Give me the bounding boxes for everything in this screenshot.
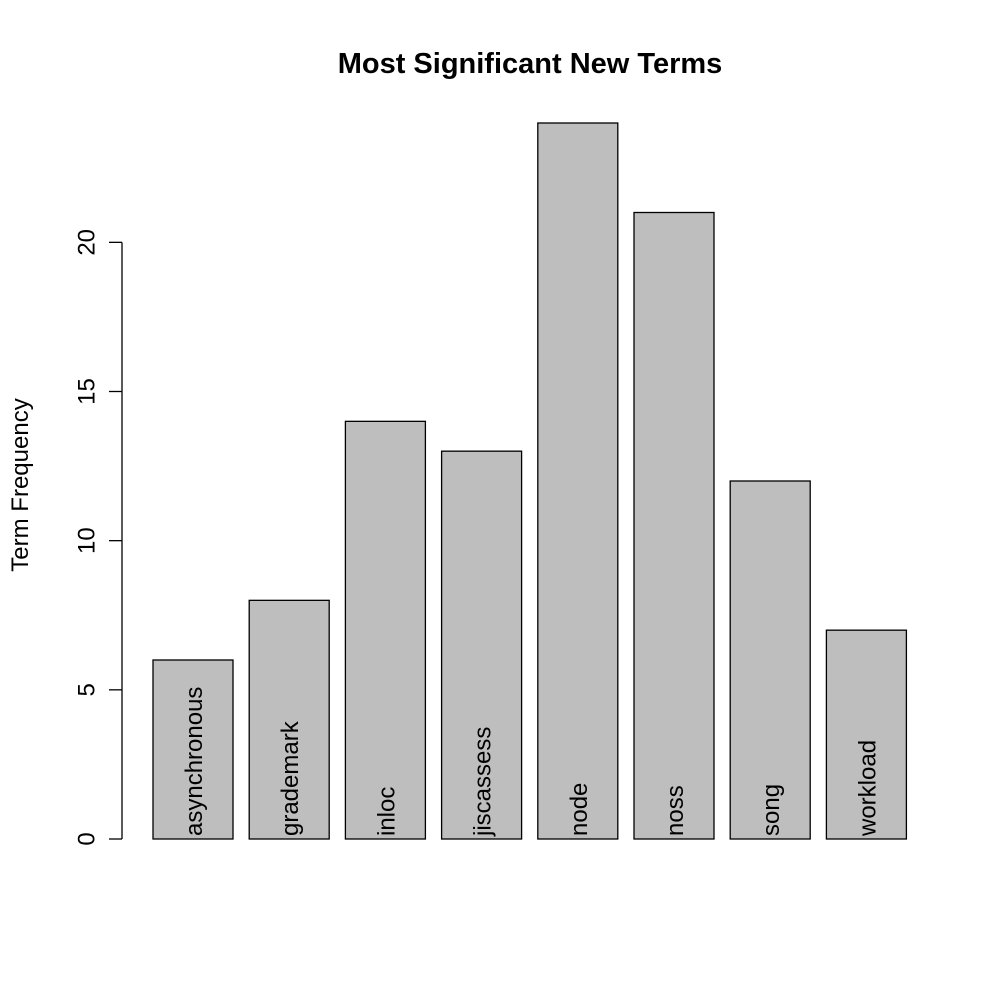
category-labels-group: asynchronous grademark inloc jiscassess node… <box>181 687 881 837</box>
y-tick-label: 20 <box>73 229 100 256</box>
category-label-workload: workload <box>854 740 881 837</box>
bar-grademark <box>248 599 330 840</box>
category-label-asynchronous: asynchronous <box>181 687 208 836</box>
bars-group <box>152 122 908 840</box>
bar-asynchronous <box>152 659 234 840</box>
category-label-inloc: inloc <box>373 787 400 836</box>
category-label-noss: noss <box>662 785 689 836</box>
y-axis: 0 5 10 15 20 <box>73 229 123 846</box>
category-label-node: node <box>566 783 593 836</box>
chart-title: Most Significant New Terms <box>338 48 723 80</box>
bar-jiscassess <box>440 450 523 840</box>
bar-node <box>537 122 619 840</box>
y-tick-label: 10 <box>73 527 100 554</box>
y-tick-label: 0 <box>73 832 100 845</box>
category-label-grademark: grademark <box>277 720 304 836</box>
category-label-jiscassess: jiscassess <box>470 727 497 837</box>
y-tick-label: 5 <box>73 683 100 696</box>
bar-noss <box>633 211 715 840</box>
category-label-song: song <box>758 784 785 836</box>
y-axis-label: Term Frequency <box>7 398 34 571</box>
bar-workload <box>825 629 908 840</box>
bar-song <box>729 480 811 840</box>
bar-inloc <box>344 420 427 840</box>
y-tick-label: 15 <box>73 378 100 405</box>
